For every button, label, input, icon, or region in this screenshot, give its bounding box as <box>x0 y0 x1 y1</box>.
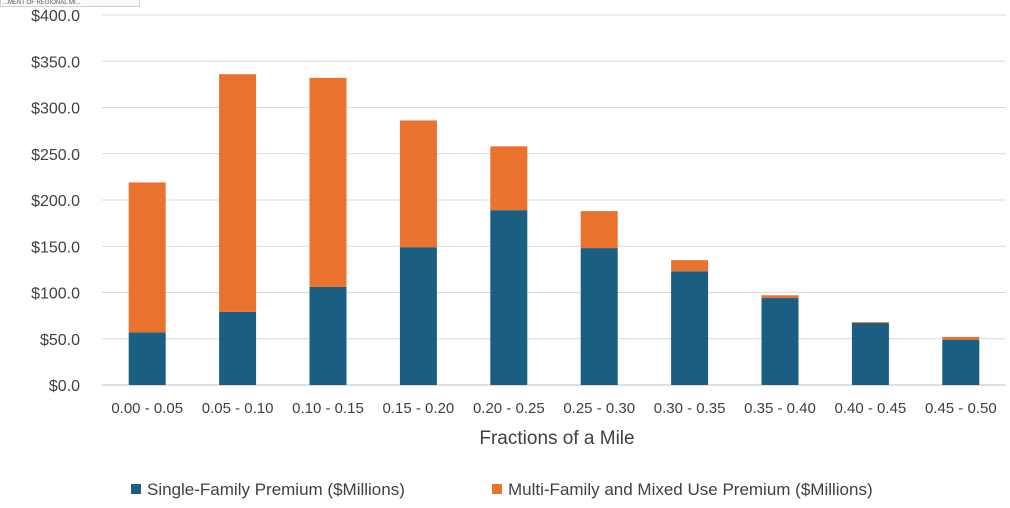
bar-multi-family <box>399 120 437 248</box>
y-tick-label: $150.0 <box>31 239 80 256</box>
x-tick-label: 0.10 - 0.15 <box>292 400 364 417</box>
bar-single-family <box>580 248 618 385</box>
y-tick-label: $0.0 <box>49 378 80 395</box>
x-tick-label: 0.05 - 0.10 <box>202 400 274 417</box>
legend-swatch <box>492 484 502 494</box>
bar-single-family <box>490 210 528 385</box>
legend-label: Single-Family Premium ($Millions) <box>147 480 405 499</box>
bar-single-family <box>128 332 166 385</box>
y-tick-label: $250.0 <box>31 147 80 164</box>
x-tick-label: 0.35 - 0.40 <box>744 400 816 417</box>
y-tick-label: $100.0 <box>31 286 80 303</box>
x-tick-label: 0.25 - 0.30 <box>563 400 635 417</box>
bar-multi-family <box>580 211 618 249</box>
bar-multi-family <box>128 182 166 333</box>
bar-multi-family <box>671 260 709 272</box>
y-tick-labels: $0.0 $50.0 $100.0 $150.0 $200.0 $250.0 $300.0 $… <box>31 8 80 395</box>
legend-swatch <box>131 484 141 494</box>
clipped-header-banner: ...MENT OF REGIONAL MI... <box>0 0 140 7</box>
bar-single-family <box>671 271 709 385</box>
x-tick-label: 0.15 - 0.20 <box>383 400 455 417</box>
y-tick-label: $400.0 <box>31 8 80 25</box>
y-tick-label: $350.0 <box>31 54 80 71</box>
bar-single-family <box>942 339 980 385</box>
gridlines <box>102 14 1006 386</box>
bar-multi-family <box>761 295 799 299</box>
legend-label: Multi-Family and Mixed Use Premium ($Mil… <box>508 480 873 499</box>
x-tick-label: 0.20 - 0.25 <box>473 400 545 417</box>
y-tick-label: $50.0 <box>40 332 80 349</box>
x-tick-labels: 0.00 - 0.05 0.05 - 0.10 0.10 - 0.15 0.15 - … <box>111 400 996 417</box>
legend: Single-Family Premium ($Millions) Multi-F… <box>131 480 873 499</box>
y-tick-label: $300.0 <box>31 101 80 118</box>
bar-multi-family <box>490 146 528 211</box>
bars <box>128 74 980 385</box>
bar-multi-family <box>219 74 257 312</box>
bar-multi-family <box>309 77 347 287</box>
bar-single-family <box>851 323 889 385</box>
x-tick-label: 0.00 - 0.05 <box>111 400 183 417</box>
x-tick-label: 0.30 - 0.35 <box>654 400 726 417</box>
y-tick-label: $200.0 <box>31 193 80 210</box>
x-tick-label: 0.45 - 0.50 <box>925 400 997 417</box>
bar-single-family <box>309 286 347 385</box>
x-axis-title: Fractions of a Mile <box>479 428 634 449</box>
bar-multi-family <box>851 322 889 324</box>
bar-single-family <box>399 247 437 385</box>
bar-single-family <box>219 311 257 385</box>
bar-single-family <box>761 298 799 385</box>
x-tick-label: 0.40 - 0.45 <box>835 400 907 417</box>
bar-multi-family <box>942 336 980 340</box>
